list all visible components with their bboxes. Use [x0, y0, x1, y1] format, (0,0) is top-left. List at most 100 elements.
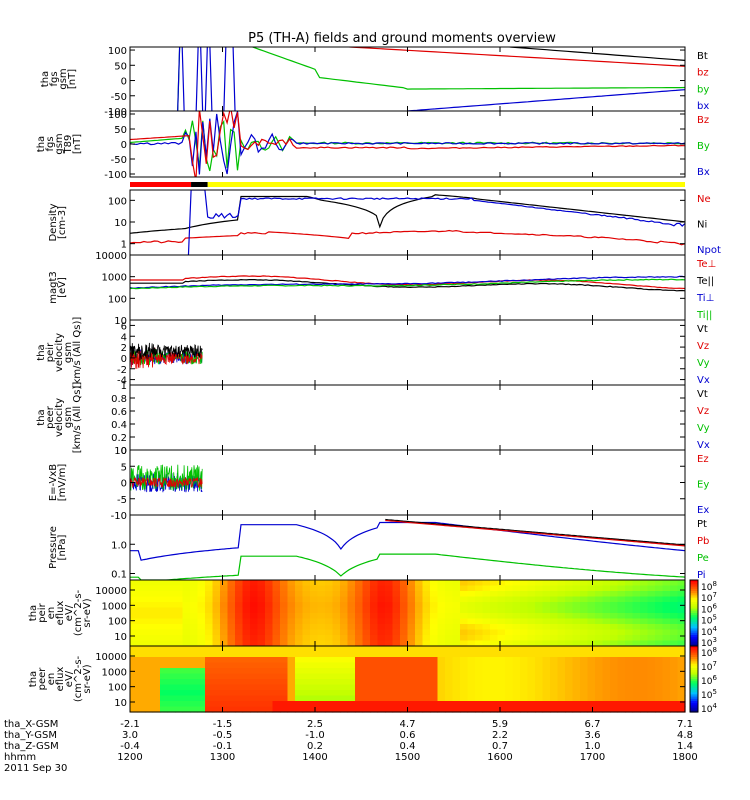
panel-7-ylabel: [mV/m]: [57, 464, 68, 502]
xaxis-tick-1200: 1200: [117, 752, 142, 763]
xaxis-tick-1800: 1800: [672, 752, 697, 763]
legend-8-Pe: Pe: [697, 553, 709, 564]
panel-9-ytick: 10: [114, 632, 127, 643]
panel-7: E=-VxB[mV/m] Ez Ey Ex 10 5 0 -5 -10: [48, 446, 709, 522]
panel-8-frame: [129, 514, 686, 581]
chart-title: P5 (TH-A) fields and ground moments over…: [248, 31, 556, 46]
panel-7-frame: [129, 449, 686, 516]
panel-4-ytick: 10000: [95, 251, 127, 262]
panel-9-ylabel: eV/: [64, 604, 75, 621]
xaxis-tick-1300: -0.1: [213, 741, 233, 752]
panel-10-ytick: 10: [114, 698, 127, 709]
panel-10-ylabel: en: [46, 673, 57, 686]
legend-2-Bx: Bx: [697, 167, 710, 178]
panel-6-ytick: 0.4: [111, 420, 127, 431]
legend-2-Bz: Bz: [697, 115, 709, 126]
panel-5-ytick: -4: [117, 376, 127, 387]
xaxis-row-label: tha_Z-GSM: [4, 741, 59, 752]
colorbar-label: 107: [701, 660, 717, 673]
legend-8-Pt: Pt: [697, 519, 707, 530]
panel-1-ylabel: gsm: [58, 68, 69, 89]
legend-5-Vy: Vy: [697, 358, 710, 369]
panel-8-ylabel: Pressure: [48, 526, 59, 569]
legend-8-Pb: Pb: [697, 536, 709, 547]
panel-9-ytick: 100: [108, 617, 127, 628]
panel-2-ytick: 50: [114, 125, 127, 136]
xaxis-row-label: tha_X-GSM: [4, 719, 58, 730]
legend-7-Ey: Ey: [697, 480, 709, 491]
panel-3-ytick: 100: [108, 196, 127, 207]
e-r-line: [130, 476, 203, 489]
xaxis-tick-1800: 1.4: [677, 741, 693, 752]
xaxis-row-label: tha_Y-GSM: [4, 730, 57, 741]
legend-2-By: By: [697, 141, 710, 152]
xaxis-tick-1500: 0.6: [400, 730, 416, 741]
npot-line: [187, 190, 685, 255]
panel-9-ylabel: peir: [37, 602, 48, 622]
panel-5-ytick: 6: [121, 321, 127, 332]
xaxis-tick-1600: 0.7: [492, 741, 508, 752]
ne-line: [130, 229, 685, 246]
panel-1-ylabel: fgs: [49, 71, 60, 86]
xaxis-tick-1300: -1.5: [213, 719, 233, 730]
panel-3-ytick: 1: [121, 240, 127, 251]
xaxis-tick-1700: 1700: [580, 752, 605, 763]
legend-1-bz: bz: [697, 68, 709, 79]
panel-6-ytick: 0: [121, 446, 127, 457]
xaxis-tick-1500: 1500: [395, 752, 420, 763]
panel-9-ylabel: (cm^2-s-: [73, 589, 84, 636]
te-perp-line: [130, 275, 685, 290]
xaxis-tick-1800: 4.8: [677, 730, 693, 741]
pt-line: [385, 518, 685, 546]
panel-1-ylabel: [nT]: [67, 69, 78, 89]
panel-3-ylabel: [cm-3]: [57, 206, 68, 239]
panel-4-ylabel: [eV]: [57, 277, 68, 298]
panel-8-ytick: 0.1: [111, 570, 127, 581]
legend-3-Ni: Ni: [697, 220, 707, 231]
xaxis-tick-1300: -0.5: [213, 730, 233, 741]
panel-9-ylabel: sr-eV): [82, 598, 93, 627]
xaxis-tick-1600: 2.2: [492, 730, 508, 741]
panel-5-ylabel: gsm: [63, 342, 74, 363]
panel-4-ylabel: magt3: [48, 271, 59, 304]
legend-6-Vy: Vy: [697, 423, 710, 434]
legend-4-Te||: Te||: [696, 276, 714, 287]
panel-6-ytick: 0.8: [111, 394, 127, 405]
colorbar-label: 105: [701, 688, 717, 701]
panel-5-ylabel: velocity: [54, 333, 65, 372]
xaxis-row-label: 2011 Sep 30: [4, 763, 67, 774]
legend-5-Vt: Vt: [697, 324, 708, 335]
legend-6-Vt: Vt: [697, 389, 708, 400]
vi-k-line: [130, 342, 203, 361]
panel-3-ylabel: Density: [48, 203, 59, 241]
panel-6-ylabel: velocity: [54, 398, 65, 437]
panel-4: magt3[eV] Te⊥ Te|| Ti⊥ Ti|| 10000 1000 100 10: [48, 251, 716, 327]
legend-1-bx: bx: [697, 101, 709, 112]
ti-perp-line: [130, 275, 685, 289]
panel-10-ylabel: peer: [37, 667, 48, 691]
panel-2-ylabel: tha: [36, 136, 47, 152]
xaxis-tick-1200: -0.4: [120, 741, 140, 752]
panel-5-ylabel: tha: [36, 344, 47, 360]
panel-4-ytick: 100: [108, 294, 127, 305]
panel-2-ylabel: fgs: [45, 136, 56, 151]
panel-2-ytick: 0: [121, 140, 127, 151]
xaxis-tick-1200: 3.0: [122, 730, 138, 741]
legend-6-Vz: Vz: [697, 406, 709, 417]
legend-7-Ez: Ez: [697, 454, 709, 465]
by-line: [177, 47, 685, 111]
mode-segment-1: [130, 182, 192, 187]
heatmap-cells-10: [130, 646, 686, 713]
xaxis-tick-1400: 1400: [302, 752, 327, 763]
panel-5-ylabel: peir: [45, 342, 56, 362]
panel-1-ytick: -50: [111, 92, 127, 103]
panel-6-ylabel: [km/s (All Qs)]: [72, 382, 83, 454]
mode-segment-3: [207, 182, 685, 187]
